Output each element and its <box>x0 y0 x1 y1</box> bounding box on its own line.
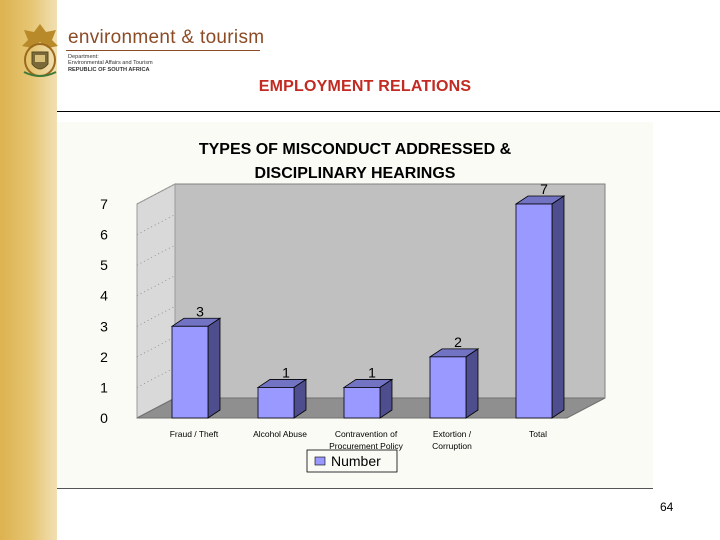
brand-line-3: REPUBLIC OF SOUTH AFRICA <box>68 66 150 73</box>
brand-title: environment & tourism <box>68 27 265 48</box>
y-tick-label: 7 <box>100 196 108 212</box>
y-tick-label: 3 <box>100 318 108 334</box>
x-category-label: Extortion / <box>433 429 472 439</box>
brand-divider <box>66 50 260 51</box>
x-category-label: Corruption <box>432 441 472 451</box>
x-category-label: Contravention of <box>335 429 398 439</box>
bar <box>343 387 381 419</box>
chart-title-line-1: TYPES OF MISCONDUCT ADDRESSED & <box>199 141 512 158</box>
brand-department-text: Department: Environmental Affairs and To… <box>68 54 153 73</box>
bar-side <box>551 195 565 419</box>
chart-side-wall <box>136 183 176 419</box>
chart-panel: TYPES OF MISCONDUCT ADDRESSED & DISCIPLI… <box>57 122 653 488</box>
legend-box <box>306 449 398 473</box>
data-label: 1 <box>282 364 290 380</box>
data-label: 7 <box>540 181 548 197</box>
y-tick-label: 6 <box>100 227 108 243</box>
footer-divider <box>57 488 653 489</box>
bar <box>429 356 467 419</box>
x-category-label: Procurement Policy <box>329 441 403 451</box>
page-title: EMPLOYMENT RELATIONS <box>258 78 472 95</box>
bar <box>171 325 209 419</box>
y-tick-label: 0 <box>100 410 108 426</box>
data-label: 1 <box>368 364 376 380</box>
bar <box>257 387 295 419</box>
brand-line-2: Environmental Affairs and Tourism <box>68 60 153 67</box>
y-tick-label: 2 <box>100 349 108 365</box>
data-label: 3 <box>196 303 204 319</box>
chart-title-line-2: DISCIPLINARY HEARINGS <box>255 165 456 182</box>
coat-of-arms-logo <box>22 24 58 77</box>
y-tick-label: 1 <box>100 379 108 395</box>
x-category-label: Alcohol Abuse <box>253 429 307 439</box>
brand-line-1: Department: <box>68 54 99 60</box>
x-category-label: Total <box>529 429 547 439</box>
data-label: 2 <box>454 334 462 350</box>
bar <box>515 203 553 419</box>
logo-area: environment & tourism Department: Enviro… <box>18 22 278 82</box>
y-tick-label: 5 <box>100 257 108 273</box>
bar-side <box>465 348 479 419</box>
x-category-label: Fraud / Theft <box>170 429 219 439</box>
page-number: 64 <box>660 500 674 514</box>
bar-side <box>207 317 221 419</box>
legend-label: Number <box>331 453 381 469</box>
y-tick-label: 4 <box>100 288 108 304</box>
heading-divider <box>57 111 720 112</box>
misconduct-bar-chart: TYPES OF MISCONDUCT ADDRESSED & DISCIPLI… <box>100 141 606 473</box>
legend-swatch <box>314 456 326 466</box>
left-decorative-stripe <box>0 0 57 540</box>
